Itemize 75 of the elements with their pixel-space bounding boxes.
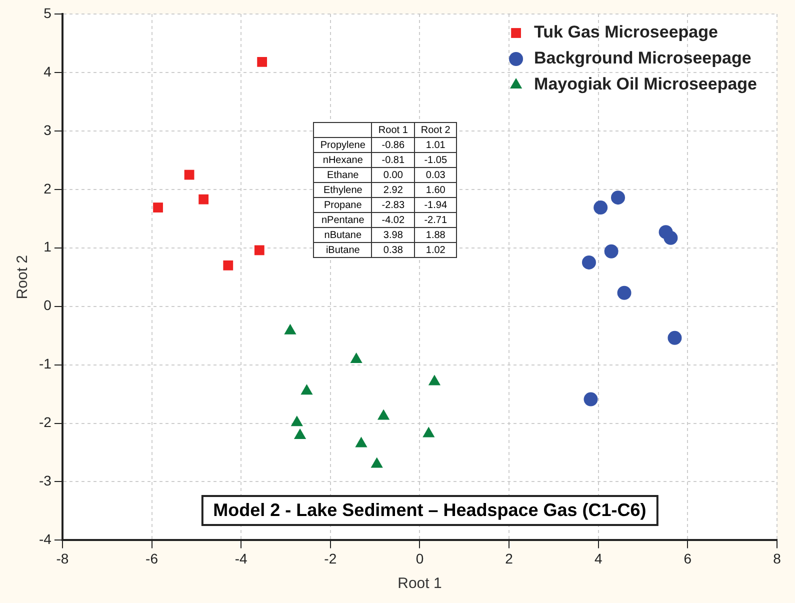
point [153,202,163,212]
x-axis-title: Root 1 [398,575,442,592]
annotation: -2.71 [414,212,457,228]
y-tick-label: -4 [38,531,52,548]
point [422,426,435,438]
annotation: Root 2 [414,122,457,138]
annotation: -2.83 [372,198,414,213]
x-tick-label: -2 [324,550,337,566]
point [294,428,306,440]
point [582,255,596,270]
x-tick-label: 2 [505,550,514,566]
annotation: 1.01 [414,138,457,153]
annotation: -1.94 [414,198,457,213]
point [257,56,268,67]
x-tick-label: -4 [234,550,248,566]
legend-label: Mayogiak Oil Microseepage [534,74,757,94]
annotation: -0.86 [372,138,414,153]
point [223,260,234,270]
text: Model 2 - Lake Sediment – Headspace Gas (C1-C6) [201,495,658,526]
y-tick-label: 5 [44,4,52,21]
annotation: nHexane [314,152,372,168]
point [350,352,362,364]
x-tick-label: 4 [594,550,602,566]
point [198,194,209,204]
annotation: -0.81 [372,152,414,168]
legend-label: Tuk Gas Microseepage [534,22,718,42]
y-tick-label: -3 [38,472,52,489]
point [584,392,598,406]
annotation: 0.38 [372,242,414,258]
point [594,200,608,215]
y-tick-label: 3 [44,122,52,138]
annotation: Root 1 [372,122,414,138]
annotation: Propylene [314,138,372,153]
point [664,230,678,245]
annotation: 1.02 [414,242,457,258]
annotation: 1.88 [414,228,457,243]
y-tick-label: 0 [44,297,52,314]
point [428,374,441,386]
x-tick-label: 0 [416,550,424,566]
point [300,384,313,395]
annotation: 2.92 [372,182,414,198]
point [254,245,264,256]
point [184,170,194,180]
point [668,330,682,345]
point [284,324,296,334]
annotation: 1.60 [414,182,457,198]
point [370,457,383,468]
point [290,416,303,426]
annotation: 3.98 [372,228,414,243]
legend-label: Background Microseepage [534,48,752,68]
annotation: Propane [314,198,372,213]
annotation: 0.03 [414,168,457,183]
annotation: -4.02 [372,212,414,228]
point [377,409,390,420]
y-axis-title: Root 2 [14,255,32,300]
x-tick-label: -8 [56,550,69,566]
annotation: nButane [314,228,372,243]
point [355,436,368,448]
y-tick-label: 1 [44,238,52,255]
x-tick-label: -6 [146,550,158,566]
point [604,244,618,258]
point [611,190,626,205]
annotation: Ethane [314,168,372,183]
annotation: iButane [314,242,372,258]
y-tick-label: 2 [44,180,52,196]
annotation: -1.05 [414,152,457,168]
y-tick-label: -1 [38,356,52,372]
point [617,286,632,300]
x-tick-label: 8 [773,550,782,566]
y-tick-label: 4 [44,63,52,80]
y-tick-label: -2 [38,414,52,430]
annotation: nPentane [314,212,372,228]
annotation: 0.00 [372,168,414,183]
x-tick-label: 6 [684,550,692,566]
annotation: Ethylene [314,182,372,198]
